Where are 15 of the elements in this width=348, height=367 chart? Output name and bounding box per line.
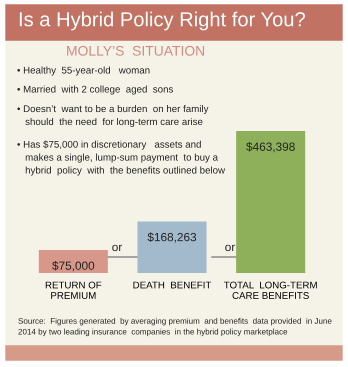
annotation: • Has $75,000 in discretionary assets and makes a single, lump-sum payment to buy a hybrid policy with the benefits outlined below (17, 140, 226, 176)
data-label: $463,398 (246, 142, 295, 152)
annotation: or (112, 244, 122, 252)
text: • Healthy 55-year-old woman (17, 66, 150, 76)
chart-title: Is a Hybrid Policy Right for You? (20, 12, 305, 30)
annotation: or (225, 244, 236, 252)
x-tick-label: TOTAL LONG-TERM CARE BENEFITS (224, 282, 317, 299)
data-label: $75,000 (52, 260, 94, 272)
x-tick-label: RETURN OF PREMIUM (46, 282, 102, 299)
data-label: $168,263 (148, 232, 196, 243)
x-tick-label: DEATH BENEFIT (133, 282, 212, 288)
chart-subtitle: MOLLY’S SITUATION (67, 46, 204, 56)
source-note: Source: Figures generated by averaging premium and benefits data provided in June 2014 by two leading insurance companies in the hybrid policy marketplace (18, 318, 332, 336)
text: • Doesn’t want to be a burden on her family should the need for long-term care arise (17, 105, 208, 127)
text: • Married with 2 college aged sons (17, 85, 173, 95)
